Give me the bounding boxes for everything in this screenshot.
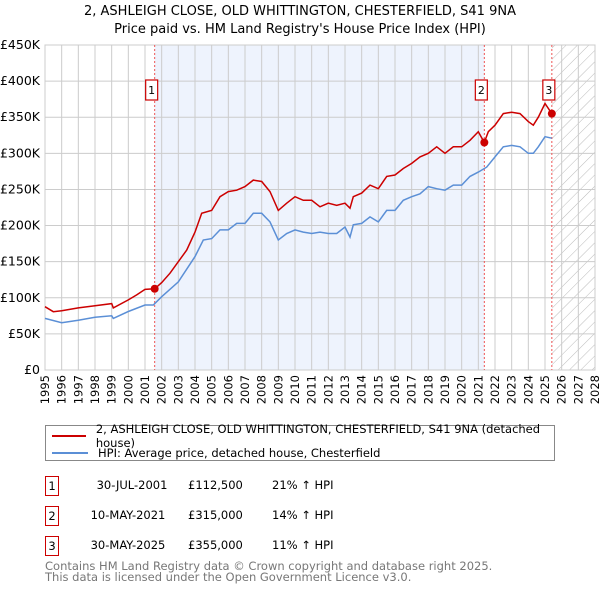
sale-marker-box [474, 79, 488, 101]
y-tick-label: £350K [0, 109, 41, 124]
sale-hpi-diff: 11% ↑ HPI [272, 538, 334, 552]
y-tick-label: £250K [0, 181, 41, 196]
sale-row: 3 30-MAY-2025 £355,000 11% ↑ HPI [45, 536, 445, 556]
x-tick-label: 2027 [571, 375, 585, 404]
sale-date: 30-MAY-2025 [90, 538, 166, 552]
footer-copyright: Contains HM Land Registry data © Crown c… [45, 559, 493, 573]
x-tick-label: 2018 [421, 375, 435, 404]
x-tick-label: 2015 [371, 375, 385, 404]
x-tick-label: 2017 [405, 375, 419, 404]
x-tick-label: 2026 [555, 375, 569, 404]
sale-marker-box [542, 79, 556, 101]
x-tick-label: 2003 [171, 375, 185, 404]
sale-price: £355,000 [188, 538, 243, 552]
x-tick-label: 2021 [471, 375, 485, 404]
sale-price: £315,000 [188, 508, 243, 522]
x-tick-label: 2011 [305, 375, 319, 404]
x-tick-label: 2008 [255, 375, 269, 404]
y-tick-label: £300K [0, 145, 41, 160]
x-tick-label: 1998 [88, 375, 102, 404]
y-tick-label: £400K [0, 73, 41, 88]
sale-date: 30-JUL-2001 [96, 478, 168, 492]
plot-frame [44, 44, 596, 371]
x-tick-label: 1995 [38, 375, 52, 404]
x-tick-label: 2006 [221, 375, 235, 404]
x-tick-label: 2002 [155, 375, 169, 404]
x-tick-label: 2028 [588, 375, 600, 404]
hpi-line [44, 135, 552, 324]
x-tick-label: 2007 [238, 375, 252, 404]
y-tick-label: £200K [0, 218, 41, 233]
x-tick-label: 2004 [188, 375, 202, 404]
x-tick-label: 2016 [388, 375, 402, 404]
sale-hpi-diff: 14% ↑ HPI [272, 508, 334, 522]
sale-marker-box [145, 79, 159, 101]
x-tick-label: 2019 [438, 375, 452, 404]
x-tick-label: 2012 [321, 375, 335, 404]
legend-label: 2, ASHLEIGH CLOSE, OLD WHITTINGTON, CHES… [95, 422, 541, 450]
legend-label: HPI: Average price, detached house, Ches… [98, 446, 381, 460]
x-tick-label: 2001 [138, 375, 152, 404]
sale-date: 10-MAY-2021 [90, 508, 166, 522]
legend-swatch-blue [52, 452, 88, 454]
y-tick-label: £50K [8, 326, 41, 341]
x-tick-label: 2014 [355, 375, 369, 404]
sale-price: £112,500 [188, 478, 243, 492]
x-tick-label: 2025 [538, 375, 552, 404]
x-tick-label: 2023 [505, 375, 519, 404]
y-tick-label: £150K [0, 254, 41, 269]
x-tick-label: 2013 [338, 375, 352, 404]
sale-marker-badge: 3 [45, 536, 59, 556]
chart-subtitle: Price paid vs. HM Land Registry's House … [114, 22, 486, 37]
forecast-hatch [551, 45, 595, 370]
sale-marker-label: 3 [545, 84, 552, 97]
sale-period-shading [154, 45, 485, 370]
legend-swatch-red [52, 435, 86, 437]
sale-marker-label: 2 [478, 84, 485, 97]
sale-hpi-diff: 21% ↑ HPI [272, 478, 334, 492]
x-tick-label: 2005 [205, 375, 219, 404]
x-tick-label: 2020 [455, 375, 469, 404]
chart-title: 2, ASHLEIGH CLOSE, OLD WHITTINGTON, CHES… [84, 4, 516, 19]
x-tick-label: 1996 [55, 375, 69, 404]
sale-marker-badge: 1 [45, 476, 59, 496]
x-tick-label: 1997 [71, 375, 85, 404]
price-chart: £0 £50K £100K £150K £200K £250K £300K £350K £400… [0, 37, 600, 404]
legend-item-property: 2, ASHLEIGH CLOSE, OLD WHITTINGTON, CHES… [46, 422, 554, 450]
x-tick-label: 2000 [121, 375, 135, 404]
x-tick-label: 2010 [288, 375, 302, 404]
y-tick-label: £450K [0, 37, 41, 52]
footer-licence: This data is licensed under the Open Gov… [45, 570, 412, 584]
sale-marker-badge: 2 [45, 506, 59, 526]
x-tick-label: 2024 [521, 375, 535, 404]
sale-row: 1 30-JUL-2001 £112,500 21% ↑ HPI [45, 476, 445, 496]
sale-marker-label: 1 [148, 84, 155, 97]
sale-point [150, 284, 159, 293]
y-tick-label: £0 [24, 362, 40, 377]
x-tick-label: 1999 [105, 375, 119, 404]
sale-point [480, 138, 489, 147]
legend: 2, ASHLEIGH CLOSE, OLD WHITTINGTON, CHES… [45, 422, 555, 461]
sale-row: 2 10-MAY-2021 £315,000 14% ↑ HPI [45, 506, 445, 526]
x-tick-label: 2009 [271, 375, 285, 404]
y-tick-label: £100K [0, 290, 41, 305]
sale-point [547, 109, 556, 118]
legend-item-hpi: HPI: Average price, detached house, Ches… [46, 445, 380, 461]
x-tick-label: 2022 [488, 375, 502, 404]
